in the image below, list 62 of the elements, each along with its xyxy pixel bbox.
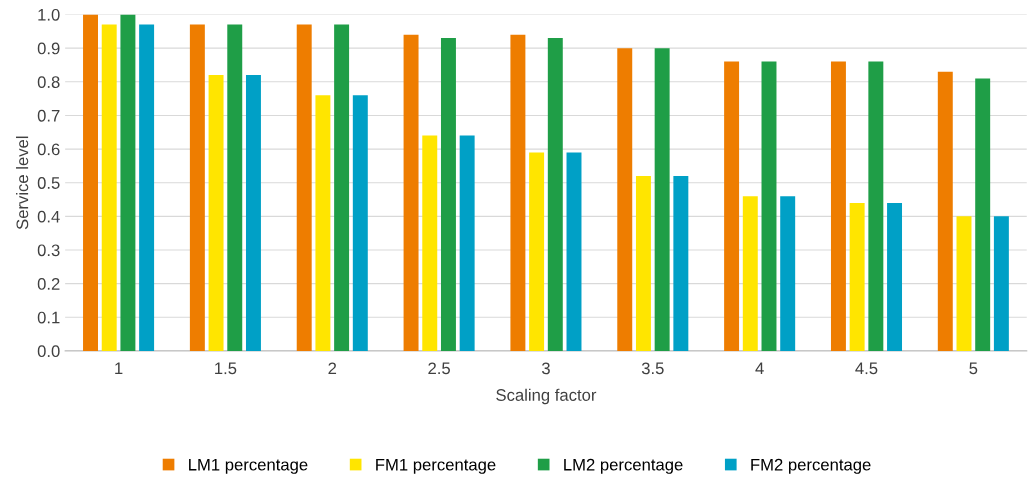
legend-label: FM2 percentage (751, 458, 871, 474)
x-tick-label: 4.5 (855, 362, 878, 375)
x-tick-label: 2 (328, 362, 337, 375)
x-axis-title: Scaling factor (496, 388, 597, 405)
bar (849, 202, 865, 351)
bar (120, 14, 136, 351)
bar (529, 152, 545, 351)
bar (742, 196, 758, 351)
bar (830, 61, 846, 351)
y-tick-label: 0.2 (37, 278, 60, 290)
bar (547, 38, 563, 351)
bar (83, 14, 98, 351)
x-tick-label: 3 (541, 362, 550, 375)
bar (245, 75, 261, 351)
y-tick-label: 0.1 (37, 311, 60, 324)
bar (334, 24, 350, 351)
bar (189, 24, 205, 351)
y-tick-label: 0.3 (37, 244, 60, 257)
bar (566, 152, 582, 351)
bar (403, 34, 419, 351)
y-tick-label: 0.6 (37, 143, 60, 156)
x-tick-label: 1.5 (215, 362, 237, 375)
bar (208, 75, 224, 351)
y-tick-label: 0.0 (37, 345, 60, 358)
bar (975, 78, 991, 351)
bar (440, 38, 456, 351)
bar (315, 95, 331, 351)
y-tick-label: 0.4 (37, 210, 60, 223)
bar (510, 34, 526, 351)
legend-label: LM1 percentage (189, 458, 308, 474)
x-tick-label: 3.5 (641, 362, 664, 375)
bar (761, 61, 777, 351)
y-tick-label: 0.7 (37, 109, 60, 122)
x-tick-label: 2.5 (428, 362, 450, 375)
bar (459, 135, 475, 351)
y-tick-label: 0.9 (37, 42, 60, 55)
legend-label: LM2 percentage (564, 458, 683, 474)
legend-label: FM1 percentage (376, 458, 496, 474)
bar (635, 175, 651, 351)
bar (352, 95, 368, 351)
bar (956, 216, 972, 351)
bar (422, 135, 438, 351)
bar (617, 48, 633, 351)
x-tick-label: 5 (969, 362, 978, 375)
bar (673, 175, 689, 351)
y-axis-title: Service level (16, 136, 29, 230)
x-tick-label: 1 (115, 362, 123, 375)
y-tick-label: 0.5 (37, 177, 60, 189)
bar (139, 24, 155, 351)
bar (654, 48, 670, 351)
bar (868, 61, 884, 351)
bar (724, 61, 740, 351)
y-tick-label: 1.0 (38, 8, 60, 21)
bar (296, 24, 312, 351)
bar (227, 24, 243, 351)
bar (993, 216, 1009, 351)
bar (101, 24, 117, 351)
bar (887, 202, 903, 351)
bar (780, 196, 796, 351)
bar (937, 71, 953, 351)
x-tick-label: 4 (755, 362, 764, 375)
y-tick-label: 0.8 (37, 76, 60, 88)
